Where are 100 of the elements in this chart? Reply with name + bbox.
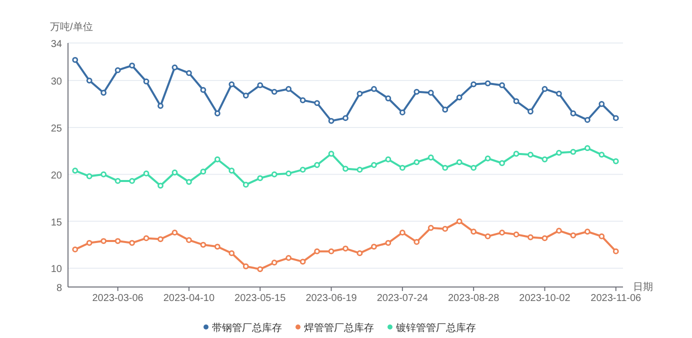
point (442, 106, 448, 113)
legend-label: 焊管管厂总库存 (304, 322, 374, 334)
point (200, 168, 206, 175)
point (214, 156, 220, 162)
point (484, 80, 491, 86)
point (456, 159, 462, 166)
point (271, 88, 278, 95)
point (470, 164, 477, 171)
x-tick-label: 2023-08-28 (448, 293, 500, 304)
point (556, 228, 562, 234)
point (356, 166, 363, 173)
point (584, 117, 590, 123)
point (72, 246, 78, 252)
point (542, 156, 548, 162)
point (484, 155, 491, 162)
point (570, 232, 576, 238)
y-axis-title: 万吨/单位 (50, 21, 93, 33)
point (399, 230, 406, 236)
point (428, 154, 434, 160)
y-tick-label: 8 (56, 283, 62, 294)
point (528, 108, 534, 114)
point (257, 266, 264, 272)
point (286, 254, 292, 261)
point (371, 244, 377, 250)
point (499, 230, 505, 236)
point (172, 64, 178, 70)
point (72, 168, 78, 174)
point (271, 171, 278, 178)
point (228, 81, 235, 88)
point (100, 90, 107, 96)
point (314, 100, 320, 106)
x-tick-label: 2023-05-15 (234, 293, 286, 304)
point (271, 260, 278, 266)
point (612, 158, 619, 164)
point (442, 226, 448, 232)
point (328, 248, 334, 254)
y-tick-label: 15 (50, 217, 62, 228)
point (300, 166, 306, 173)
point (556, 90, 562, 97)
point (371, 162, 377, 168)
point (428, 224, 434, 231)
y-tick-label: 34 (50, 39, 62, 50)
point (499, 160, 505, 166)
point (513, 150, 520, 157)
point (228, 250, 235, 256)
point (300, 97, 306, 104)
x-tick-label: 2023-10-02 (519, 293, 571, 304)
x-tick-label: 2023-06-19 (306, 293, 358, 304)
point (172, 230, 178, 236)
x-tick-label: 2023-03-06 (92, 293, 144, 304)
point (172, 170, 178, 176)
legend-label: 带钢管厂总库存 (212, 322, 282, 334)
point (143, 170, 150, 176)
point (385, 240, 392, 246)
point (286, 170, 292, 176)
point (598, 233, 605, 240)
point (86, 173, 92, 180)
point (470, 81, 477, 88)
point (129, 240, 135, 246)
point (399, 164, 406, 171)
point (499, 82, 505, 88)
point (513, 231, 520, 238)
point (114, 178, 121, 184)
point (100, 238, 107, 244)
point (414, 159, 420, 166)
point (314, 248, 320, 254)
legend-label: 镀锌管管厂总库存 (395, 322, 476, 334)
point (143, 235, 150, 242)
point (342, 246, 348, 252)
point (356, 90, 363, 97)
x-axis-title: 日期 (633, 281, 653, 293)
point (414, 88, 420, 95)
x-tick-label: 2023-04-10 (163, 293, 215, 304)
point (186, 178, 192, 185)
point (143, 78, 150, 84)
point (328, 150, 334, 157)
point (556, 150, 562, 156)
x-tick-label: 2023-11-06 (590, 293, 642, 304)
point (612, 115, 619, 122)
point (328, 118, 334, 124)
point (228, 168, 235, 174)
point (428, 90, 434, 96)
point (342, 166, 348, 172)
y-tick-label: 30 (50, 76, 62, 88)
point (129, 178, 135, 184)
point (414, 239, 420, 245)
point (584, 145, 590, 152)
point (214, 244, 220, 250)
point (242, 182, 249, 188)
point (342, 115, 348, 122)
point (528, 152, 534, 158)
point (257, 175, 264, 182)
point (356, 250, 363, 256)
point (598, 101, 605, 107)
point (86, 78, 92, 84)
point (100, 171, 107, 178)
point (542, 86, 548, 92)
point (385, 156, 392, 162)
y-tick-label: 25 (50, 123, 62, 134)
point (570, 148, 576, 155)
